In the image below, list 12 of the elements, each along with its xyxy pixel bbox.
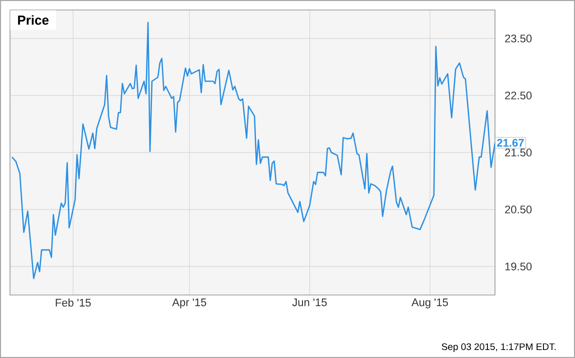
x-tick-label: Jun '15: [292, 298, 327, 306]
chart-title: Price: [18, 15, 49, 25]
annotation: 21.67: [497, 138, 524, 147]
x-tick-label: Apr '15: [172, 298, 206, 308]
x-tick-label: Aug '15: [411, 298, 448, 308]
text: Sep 03 2015, 1:17PM EDT.: [442, 343, 556, 352]
x-tick-label: Feb '15: [56, 298, 91, 307]
y-tick-label: 19.50: [505, 262, 532, 270]
y-tick-label: 23.50: [505, 34, 532, 42]
y-tick-label: 21.50: [505, 148, 532, 156]
y-tick-label: 22.50: [505, 92, 532, 100]
y-tick-label: 20.50: [505, 206, 532, 214]
